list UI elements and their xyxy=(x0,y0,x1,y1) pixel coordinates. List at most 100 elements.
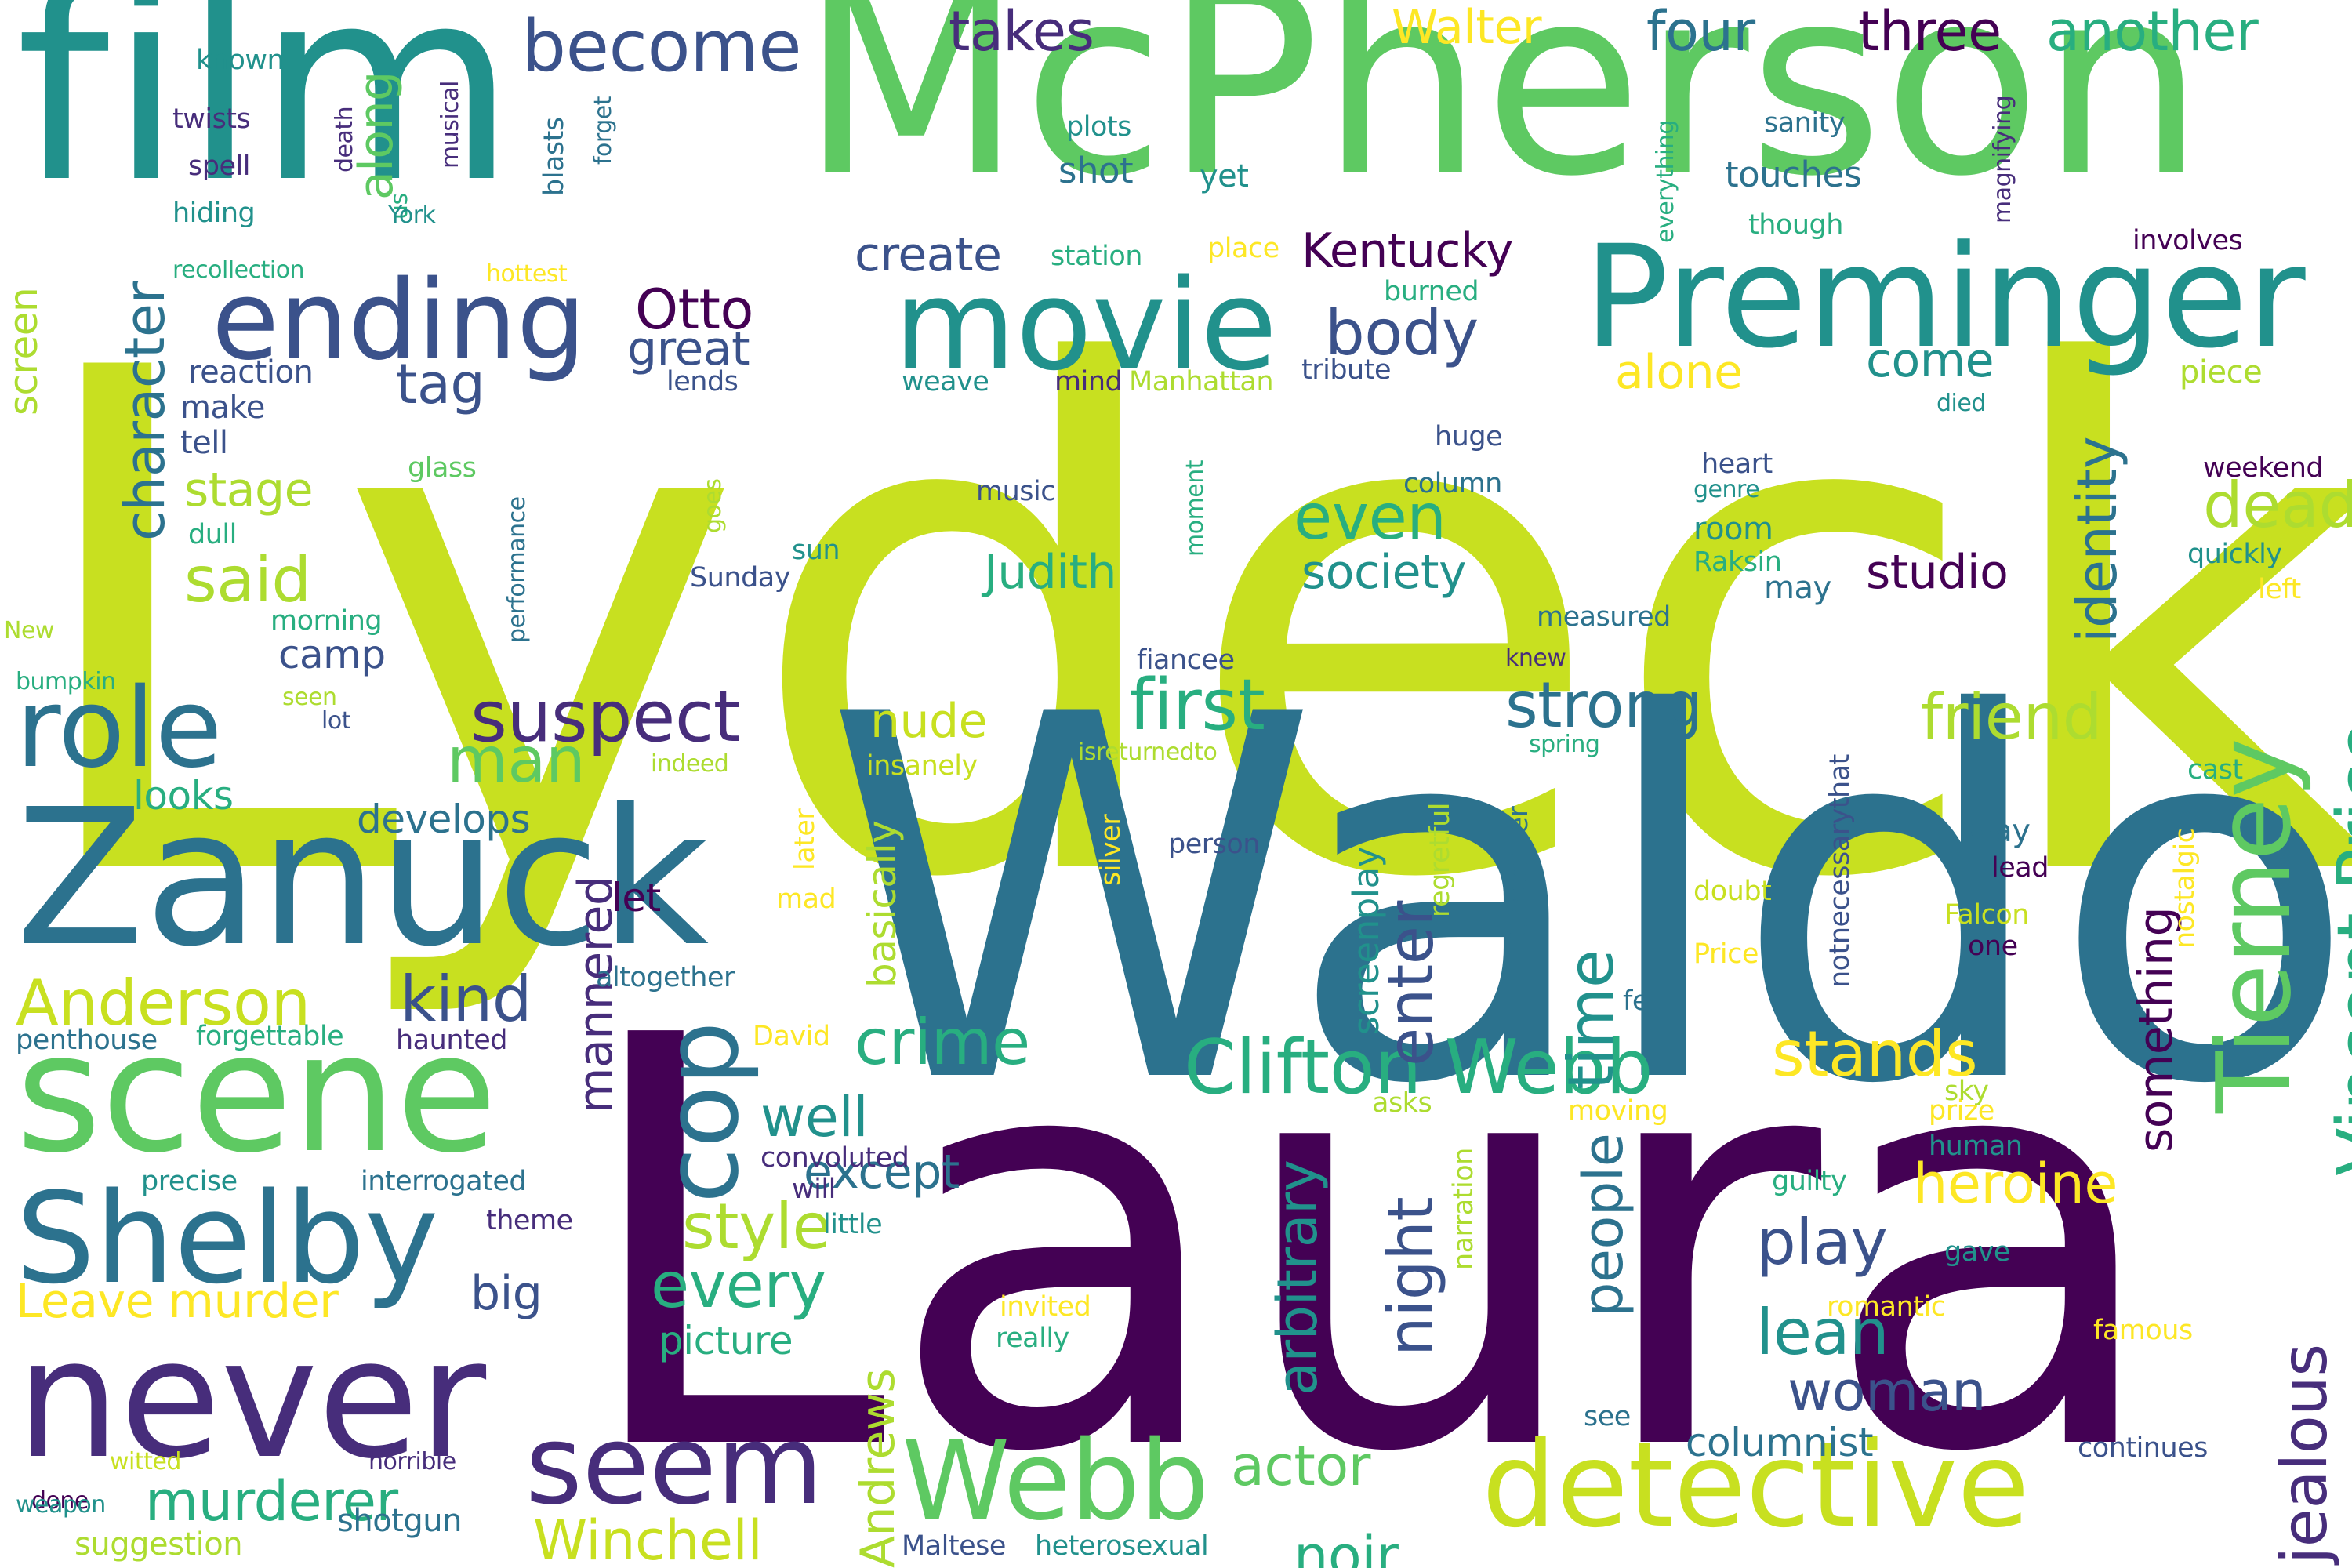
cloud-word-lot: lot xyxy=(321,707,350,735)
cloud-word-asks: asks xyxy=(1372,1087,1432,1119)
cloud-word-columnist: columnist xyxy=(1686,1420,1874,1465)
cloud-word-enter: enter xyxy=(1374,901,1447,1066)
cloud-word-suggestion: suggestion xyxy=(74,1526,243,1563)
cloud-word-camp: camp xyxy=(278,632,386,677)
cloud-word-heart: heart xyxy=(1701,448,1773,480)
cloud-word-lead: lead xyxy=(1991,852,2049,884)
cloud-word-bumpkin: bumpkin xyxy=(16,668,116,695)
cloud-word-precise: precise xyxy=(141,1166,238,1197)
cloud-word-narration: narration xyxy=(1448,1148,1479,1270)
cloud-word-guilty: guilty xyxy=(1772,1166,1847,1197)
cloud-word-create: create xyxy=(855,227,1002,282)
cloud-word-basically: basically xyxy=(859,820,905,988)
cloud-word-musical: musical xyxy=(437,81,464,169)
cloud-word-screen: screen xyxy=(1,287,46,416)
cloud-word-actor: actor xyxy=(1231,1434,1370,1498)
cloud-word-nude: nude xyxy=(870,694,988,749)
cloud-word-witted: witted xyxy=(110,1448,181,1475)
cloud-word-even: even xyxy=(1294,481,1446,554)
cloud-word-kentucky: Kentucky xyxy=(1301,223,1513,278)
cloud-word-people: people xyxy=(1571,1133,1635,1317)
cloud-word-along: along xyxy=(349,71,404,200)
cloud-word-manhattan: Manhattan xyxy=(1129,366,1274,397)
cloud-word-place: place xyxy=(1207,233,1279,264)
cloud-word-person: person xyxy=(1168,829,1260,860)
cloud-word-carpenter: Carpenter xyxy=(1503,806,1534,941)
cloud-word-stage: stage xyxy=(184,463,314,517)
cloud-word-hiding: hiding xyxy=(172,198,256,229)
cloud-word-let: let xyxy=(612,875,661,920)
cloud-word-waldo: Waldo xyxy=(823,609,2352,1193)
cloud-word-weapon: weapon xyxy=(16,1491,106,1519)
cloud-word-known: known xyxy=(196,45,285,76)
cloud-word-kind: kind xyxy=(400,963,532,1036)
cloud-word-forget: forget xyxy=(590,96,617,165)
cloud-word-make: make xyxy=(180,390,265,426)
cloud-word-looks: looks xyxy=(133,773,234,818)
cloud-word-winchell: Winchell xyxy=(533,1508,763,1568)
cloud-word-laura: Laura xyxy=(572,918,2167,1568)
cloud-word-body: body xyxy=(1325,296,1479,369)
cloud-word-takes: takes xyxy=(949,0,1094,64)
cloud-word-tierney: Tierney xyxy=(2194,738,2314,1113)
cloud-word-interrogated: interrogated xyxy=(361,1166,527,1197)
cloud-word-murderer: murderer xyxy=(145,1469,398,1534)
cloud-word-burned: burned xyxy=(1384,276,1479,307)
cloud-word-performance: performance xyxy=(503,496,531,643)
cloud-word-style: style xyxy=(682,1190,831,1263)
cloud-word-man: man xyxy=(447,724,586,797)
cloud-word-said: said xyxy=(184,543,311,616)
cloud-word-dull: dull xyxy=(188,519,237,550)
cloud-word-forgettable: forgettable xyxy=(196,1021,344,1052)
cloud-word-cast: cast xyxy=(2187,754,2243,786)
cloud-word-zanuck: Zanuck xyxy=(16,768,709,988)
cloud-word-altogether: altogether xyxy=(596,962,735,993)
cloud-word-station: station xyxy=(1051,241,1142,272)
cloud-word-seem: seem xyxy=(525,1402,823,1530)
cloud-word-screenplay: screenplay xyxy=(1345,847,1387,1035)
cloud-word-sanity: sanity xyxy=(1764,107,1846,139)
cloud-word-spell: spell xyxy=(188,151,250,182)
cloud-word-recollection: recollection xyxy=(172,256,305,284)
cloud-word-suspect: suspect xyxy=(470,676,741,758)
cloud-word-role: role xyxy=(16,665,223,793)
cloud-word-leave-murder: Leave murder xyxy=(16,1274,339,1329)
cloud-word-except: except xyxy=(804,1145,960,1200)
cloud-word-stands: stands xyxy=(1772,1018,1978,1091)
cloud-word-night: night xyxy=(1374,1196,1447,1356)
cloud-word-though: though xyxy=(1748,209,1843,241)
cloud-word-vincent-price: Vincent Price xyxy=(2322,720,2352,1176)
cloud-word-studio: studio xyxy=(1866,545,2009,600)
cloud-word-alone: alone xyxy=(1615,345,1743,400)
cloud-word-otto: Otto xyxy=(635,278,753,342)
cloud-word-may: may xyxy=(1764,570,1831,606)
cloud-word-first: first xyxy=(1129,664,1265,746)
cloud-word-well: well xyxy=(760,1085,869,1149)
cloud-word-glass: glass xyxy=(408,452,477,484)
cloud-word-music: music xyxy=(976,476,1055,507)
cloud-word-notnecessarythat: notnecessarythat xyxy=(1824,754,1856,988)
cloud-word-strong: strong xyxy=(1505,669,1703,742)
cloud-word-york: York xyxy=(388,201,436,229)
cloud-word-new: New xyxy=(4,617,54,644)
cloud-word-great: great xyxy=(627,321,750,376)
cloud-word-crime: crime xyxy=(855,1006,1030,1079)
cloud-word-one: one xyxy=(1968,931,2018,962)
cloud-word-anderson: Anderson xyxy=(16,967,310,1040)
cloud-word-room: room xyxy=(1693,511,1773,547)
cloud-word-judith: Judith xyxy=(984,545,1117,600)
cloud-word-nostalgic: nostalgic xyxy=(2169,828,2201,949)
cloud-word-shotgun: shotgun xyxy=(337,1503,462,1539)
cloud-word-reaction: reaction xyxy=(188,354,314,390)
cloud-word-famous: famous xyxy=(2093,1315,2193,1346)
cloud-word-come: come xyxy=(1866,333,1994,388)
cloud-word-heterosexual: heterosexual xyxy=(1035,1530,1209,1562)
cloud-word-mad: mad xyxy=(776,884,837,915)
cloud-word-cop: cop xyxy=(642,1021,761,1203)
cloud-word-doubt: doubt xyxy=(1693,876,1772,907)
cloud-word-moment: moment xyxy=(1181,459,1209,557)
cloud-word-sky: sky xyxy=(1944,1076,1989,1107)
cloud-word-insanely: insanely xyxy=(866,750,978,782)
cloud-word-huge: huge xyxy=(1435,421,1503,452)
cloud-word-measured: measured xyxy=(1537,601,1671,633)
